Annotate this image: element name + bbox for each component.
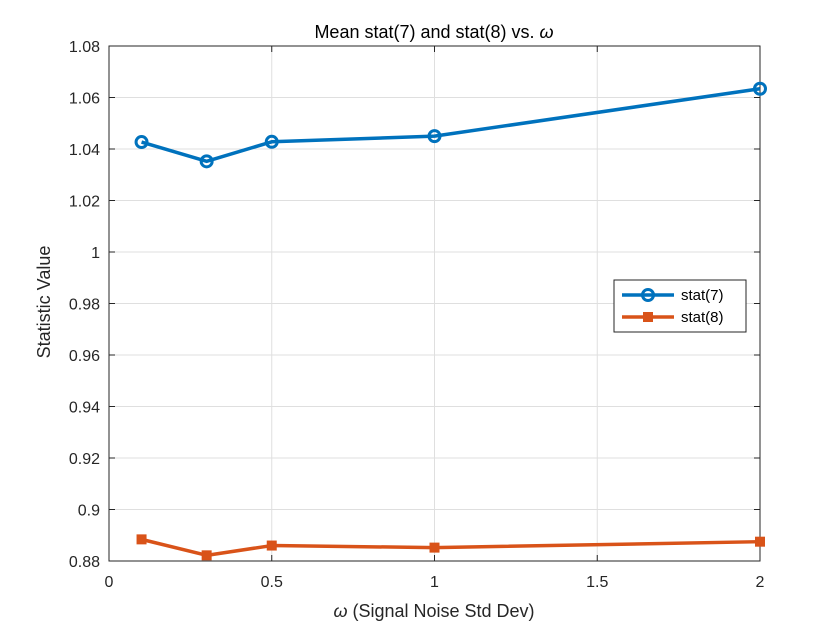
x-axis-label-symbol: ω (333, 601, 347, 621)
legend-marker (641, 288, 655, 302)
y-tick-label: 1 (91, 245, 100, 262)
legend-marker (643, 312, 653, 322)
y-tick-labels: 0.88 0.9 0.92 0.94 0.96 0.98 1 1.02 1.04 1.06 1.08 (69, 39, 100, 571)
series-1 (134, 81, 767, 169)
chart-title-text: Mean stat(7) and stat(8) vs. (314, 22, 539, 42)
data-point (134, 135, 149, 150)
data-point (136, 534, 147, 545)
data-point (427, 129, 442, 144)
series-line (141, 87, 761, 164)
legend-label: stat(8) (681, 309, 724, 326)
series (134, 81, 767, 561)
data-point (266, 540, 277, 551)
x-axis-label: ω (Signal Noise Std Dev) (333, 601, 534, 621)
gridlines (109, 46, 760, 561)
data-point (201, 550, 212, 561)
axis-ticks (108, 45, 761, 562)
y-tick-label: 1.08 (69, 39, 100, 56)
y-tick-label: 0.9 (78, 503, 100, 520)
legend-label: stat(7) (681, 287, 724, 304)
data-point (753, 81, 767, 96)
y-tick-label: 0.88 (69, 554, 100, 571)
data-point (429, 542, 440, 553)
x-tick-label: 1.5 (586, 574, 608, 591)
series-2 (136, 534, 765, 561)
y-tick-label: 1.02 (69, 194, 100, 211)
y-tick-label: 0.94 (69, 400, 100, 417)
y-tick-label: 0.96 (69, 348, 100, 365)
x-tick-label: 0.5 (261, 574, 283, 591)
y-axis-label: Statistic Value (34, 246, 54, 359)
y-tick-label: 1.04 (69, 142, 100, 159)
legend-item: stat(8) (622, 309, 724, 326)
x-tick-labels: 0 0.5 1 1.5 2 (105, 574, 765, 591)
legend: stat(7) stat(8) (613, 279, 747, 333)
x-tick-label: 0 (105, 574, 114, 591)
legend-box (613, 279, 747, 333)
chart-title-symbol: ω (540, 22, 554, 42)
data-point (755, 536, 765, 547)
data-point (199, 154, 214, 169)
y-tick-label: 1.06 (69, 91, 100, 108)
data-point (264, 134, 279, 149)
x-axis-label-text: (Signal Noise Std Dev) (347, 601, 534, 621)
y-tick-label: 0.92 (69, 451, 100, 468)
legend-item: stat(7) (622, 287, 724, 304)
chart-title: Mean stat(7) and stat(8) vs. ω (314, 22, 553, 42)
y-tick-label: 0.98 (69, 297, 100, 314)
x-tick-label: 2 (756, 574, 765, 591)
x-tick-label: 1 (430, 574, 439, 591)
